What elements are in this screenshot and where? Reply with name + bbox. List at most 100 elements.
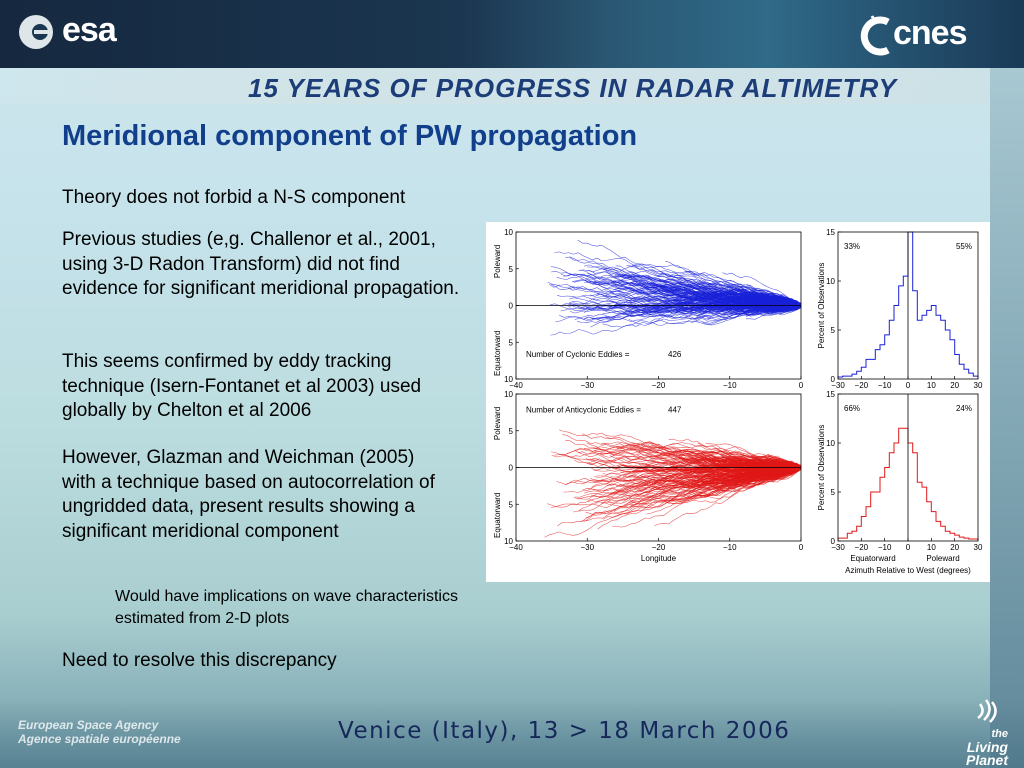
conference-band (0, 68, 1024, 104)
x-tick-label: 20 (950, 381, 959, 390)
eddy-count-value: 447 (668, 405, 682, 414)
track-line (613, 288, 802, 308)
bullet-4: However, Glazman and Weichman (2005) wit… (62, 447, 435, 542)
track-line (627, 275, 802, 308)
x-tick-label: −20 (855, 381, 869, 390)
y-axis-label: Percent of Observations (817, 425, 826, 511)
x-tick-label: −40 (509, 543, 523, 552)
living-planet-icon (977, 699, 997, 723)
track-line (700, 292, 802, 309)
brand-name: Living Planet (965, 739, 1008, 768)
y-tick-label: 5 (831, 326, 836, 335)
track-line (609, 455, 802, 469)
y-tick-label: 10 (504, 390, 513, 399)
cnes-wordmark: cnes (893, 14, 967, 52)
sub-bullet: Would have implications on wave characte… (115, 588, 458, 627)
track-line (572, 303, 801, 320)
x-label-equatorward: Equatorward (850, 554, 895, 563)
brand-small: the (991, 728, 1009, 740)
x-tick-label: −30 (580, 381, 594, 390)
y-tick-label: 10 (826, 277, 835, 286)
track-line (742, 467, 802, 474)
agency-name: European Space Agency Agence spatiale eu… (18, 718, 181, 746)
track-line (597, 467, 802, 530)
x-tick-label: −30 (580, 543, 594, 552)
x-tick-label: −10 (878, 543, 892, 552)
x-tick-label: −10 (878, 381, 892, 390)
x-tick-label: −20 (855, 543, 869, 552)
x-tick-label: −30 (831, 381, 845, 390)
y-tick-label: 5 (509, 265, 514, 274)
y-tick-label: 0 (831, 375, 836, 384)
track-line (689, 467, 802, 499)
track-line (740, 294, 802, 306)
eddy-propagation-figure: −40 −30 −20 −10 0 10 5 0 5 10 Poleward Equatorward N… (486, 222, 990, 582)
track-line (609, 290, 802, 306)
bullet-3: This seems confirmed by eddy tracking te… (62, 351, 422, 421)
x-tick-label: −10 (723, 381, 737, 390)
y-label-equatorward: Equatorward (493, 493, 502, 538)
x-tick-label: 30 (974, 543, 983, 552)
living-planet-brand: the Living Planet (938, 728, 1008, 767)
track-line (771, 302, 802, 307)
figure-svg: −40 −30 −20 −10 0 10 5 0 5 10 Poleward Equatorward N… (493, 228, 983, 575)
y-tick-label: 15 (826, 390, 835, 399)
track-line (682, 463, 802, 485)
x-tick-label: 0 (799, 381, 804, 390)
track-line (557, 465, 802, 527)
esa-logo-icon (19, 15, 53, 49)
track-line (550, 266, 802, 305)
esa-wordmark: esa (62, 11, 117, 49)
histogram-step (838, 427, 978, 540)
y-tick-label: 5 (831, 488, 836, 497)
footer-date: Venice (Italy), 13 > 18 March 2006 (338, 718, 791, 744)
track-line (571, 279, 802, 314)
eddy-count-value: 426 (668, 350, 682, 359)
track-line (768, 297, 802, 305)
x-tick-label: −20 (652, 543, 666, 552)
track-line (700, 454, 802, 470)
equatorward-percent: 66% (844, 404, 860, 413)
axes-layer (515, 231, 979, 542)
text-layer: −40 −30 −20 −10 0 10 5 0 5 10 Poleward Equatorward N… (493, 228, 983, 575)
track-line (677, 297, 802, 308)
bullet-2: Previous studies (e,g. Challenor et al.,… (62, 229, 460, 299)
x-label-poleward: Poleward (926, 554, 959, 563)
y-tick-label: 5 (509, 427, 514, 436)
slide-title: Meridional component of PW propagation (62, 120, 638, 152)
track-line (736, 290, 802, 306)
y-label-poleward: Poleward (493, 245, 502, 278)
anticyclonic-tracks (544, 429, 802, 538)
track-line (712, 469, 802, 490)
y-tick-label: 0 (509, 464, 514, 473)
y-tick-label: 15 (826, 228, 835, 237)
track-line (574, 450, 802, 470)
track-line (583, 447, 802, 467)
track-line (602, 468, 802, 520)
x-tick-label: −20 (652, 381, 666, 390)
bullet-5: Need to resolve this discrepancy (62, 650, 337, 671)
cnes-logo-icon (860, 15, 890, 56)
x-tick-label: 0 (906, 543, 911, 552)
x-tick-label: 20 (950, 543, 959, 552)
track-line (767, 455, 802, 467)
eddy-count-label: Number of Cyclonic Eddies = (526, 350, 630, 359)
track-line (593, 441, 802, 467)
y-tick-label: 0 (509, 302, 514, 311)
track-line (560, 303, 802, 314)
x-axis-label: Longitude (641, 554, 677, 563)
track-line (613, 458, 802, 482)
x-tick-label: 10 (927, 543, 936, 552)
bullet-1: Theory does not forbid a N-S component (62, 187, 406, 208)
x-tick-label: 0 (906, 381, 911, 390)
equatorward-percent: 33% (844, 242, 860, 251)
y-tick-label: 0 (831, 537, 836, 546)
x-tick-label: −10 (723, 543, 737, 552)
poleward-percent: 24% (956, 404, 972, 413)
x-tick-label: −30 (831, 543, 845, 552)
track-line (593, 447, 802, 468)
right-edge-decoration (990, 68, 1024, 768)
y-tick-label: 10 (504, 375, 513, 384)
header-bar (0, 0, 1024, 68)
y-axis-label: Percent of Observations (817, 263, 826, 349)
